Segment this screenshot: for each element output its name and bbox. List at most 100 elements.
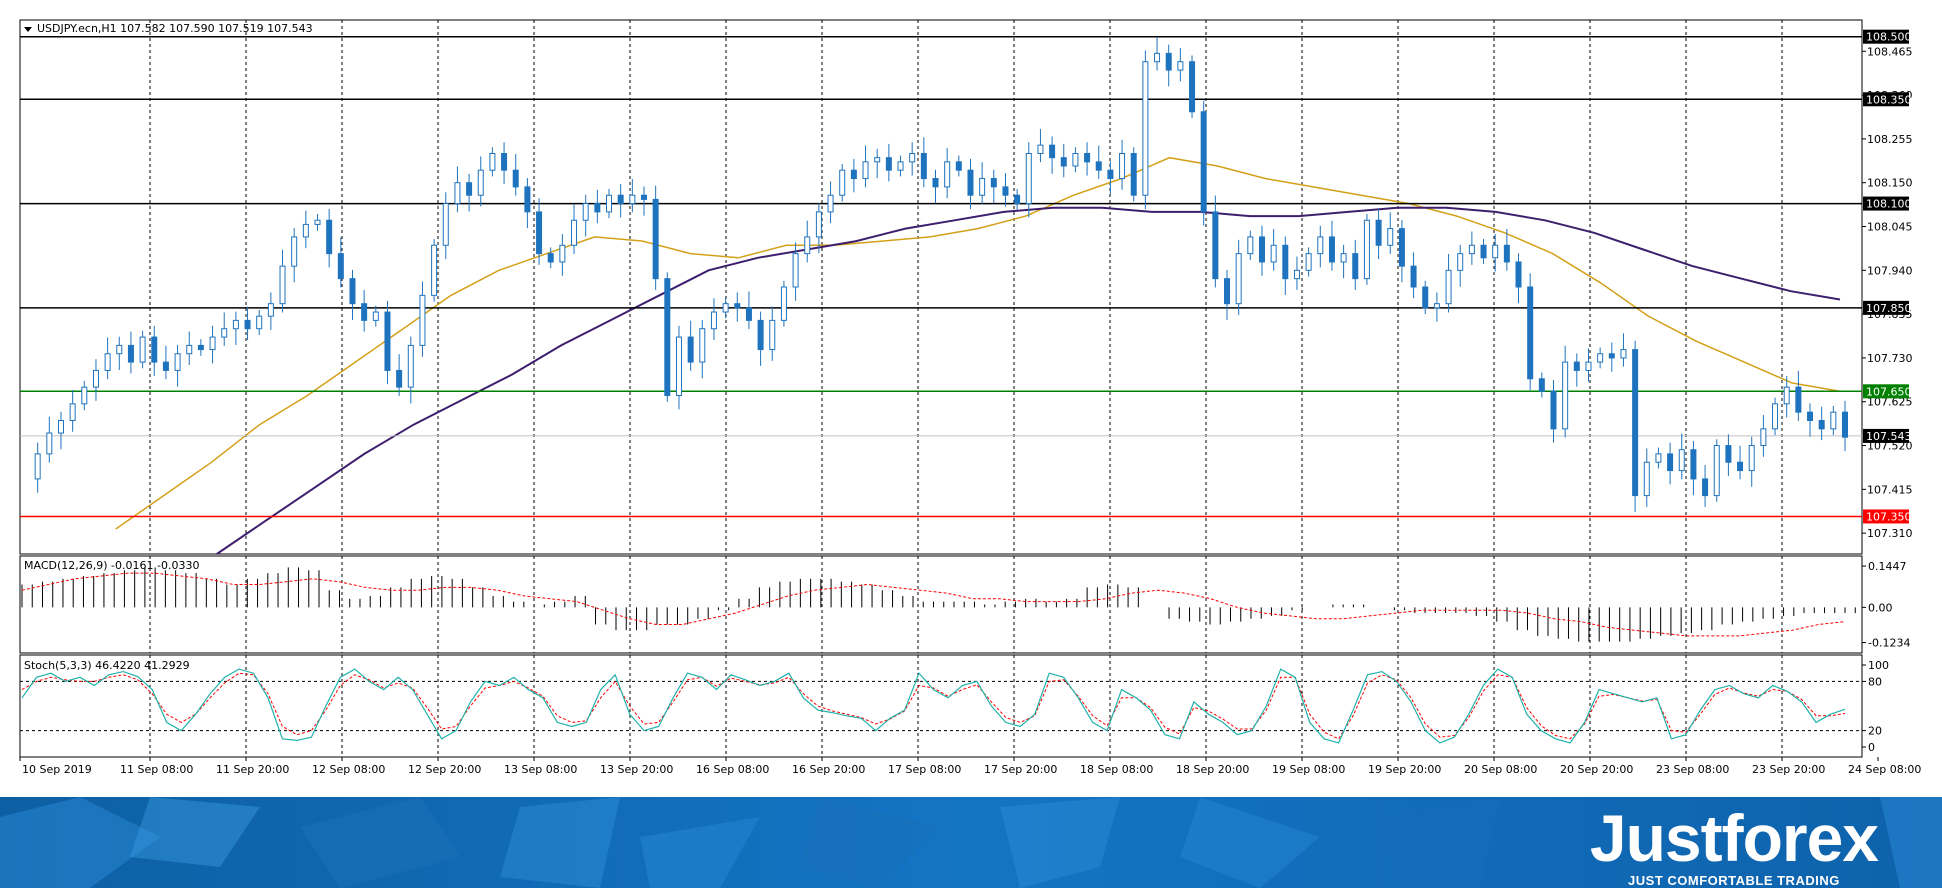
time-label: 18 Sep 20:00 [1176, 763, 1249, 776]
candle-body [1340, 253, 1347, 263]
candle-body [1597, 353, 1604, 363]
candle-body [1154, 52, 1161, 63]
stoch-label: Stoch(5,3,3) 46.4220 41.2929 [24, 659, 190, 672]
level-label: 108.350 [1866, 93, 1912, 106]
candle-body [1515, 261, 1522, 288]
candle-body [722, 303, 729, 313]
candle-body [1433, 303, 1440, 309]
macd-tick-label: 0.1447 [1868, 560, 1907, 573]
dropdown-triangle-icon[interactable] [24, 27, 32, 32]
symbol-header: USDJPY.ecn,H1 107.582 107.590 107.519 10… [24, 22, 313, 35]
price-tick-label: 108.255 [1867, 133, 1913, 146]
candle-body [862, 161, 869, 180]
level-label: 108.500 [1866, 31, 1912, 44]
chart-canvas: 108.465108.360108.255108.150108.045107.9… [19, 19, 1922, 776]
candle-body [279, 265, 286, 305]
candle-body [1212, 211, 1219, 280]
brand-name: Justforex [1589, 801, 1879, 875]
candle-body [151, 336, 158, 363]
candle-body [664, 278, 671, 396]
candle-body [197, 344, 204, 351]
candle-body [1049, 144, 1056, 159]
brand-tagline: JUST COMFORTABLE TRADING [1628, 873, 1840, 888]
candle-body [804, 236, 811, 255]
candle-body [1410, 265, 1417, 288]
symbol-info-text: USDJPY.ecn,H1 107.582 107.590 107.519 10… [37, 22, 313, 35]
candle-body [1842, 411, 1848, 438]
candle-body [46, 432, 53, 455]
candle-body [302, 223, 309, 238]
candle-body [1282, 244, 1289, 280]
candle-body [1573, 361, 1580, 371]
candle-body [1760, 428, 1767, 447]
price-tick-label: 108.465 [1867, 45, 1913, 58]
candle-body [162, 361, 169, 371]
candle-body [337, 253, 344, 280]
candlesticks [34, 37, 1848, 512]
candle-body [1037, 144, 1044, 154]
candle-body [326, 219, 333, 255]
candle-body [361, 303, 368, 321]
candle-body [186, 344, 193, 355]
price-pane: 108.465108.360108.255108.150108.045107.9… [19, 19, 1913, 555]
stoch-axis-ticks: 100 80 20 0 [1862, 659, 1889, 754]
time-label: 11 Sep 20:00 [216, 763, 289, 776]
time-label: 12 Sep 20:00 [408, 763, 481, 776]
candle-body [606, 194, 613, 213]
candle-body [1550, 390, 1557, 430]
level-tag [1863, 384, 1909, 399]
candle-body [757, 319, 764, 351]
candle-body [442, 203, 449, 246]
candle-body [454, 182, 461, 205]
candle-body [1002, 186, 1009, 196]
candle-body [979, 178, 986, 196]
stoch-pane: 100 80 20 0 Stoch(5,3,3) 46.4220 41.2929 [19, 654, 1889, 758]
candle-body [617, 194, 624, 205]
price-tick-label: 107.310 [1867, 527, 1913, 540]
time-label: 17 Sep 08:00 [888, 763, 961, 776]
candle-body [407, 344, 414, 388]
time-label: 24 Sep 08:00 [1848, 763, 1921, 776]
candle-body [1025, 153, 1032, 205]
candle-body [874, 157, 881, 163]
candle-body [419, 294, 426, 346]
candle-body [372, 311, 379, 321]
candle-body [1608, 353, 1615, 359]
candle-body [1189, 61, 1196, 113]
candle-body [1328, 236, 1335, 263]
level-label: 108.100 [1866, 198, 1912, 211]
candle-body [256, 315, 263, 330]
candle-body [431, 244, 438, 296]
candle-body [116, 344, 123, 355]
time-label: 19 Sep 08:00 [1272, 763, 1345, 776]
candle-body [1562, 361, 1569, 430]
candle-body [1737, 461, 1744, 472]
stoch-main-line [21, 668, 1846, 744]
candle-body [1748, 445, 1755, 472]
candle-body [990, 178, 997, 188]
candle-body [1445, 269, 1452, 305]
candle-body [139, 336, 146, 363]
level-tag [1863, 300, 1909, 315]
level-label: 107.350 [1866, 510, 1912, 523]
candle-body [1422, 286, 1429, 309]
time-label: 11 Sep 08:00 [120, 763, 193, 776]
candle-body [1503, 244, 1510, 263]
candle-body [1352, 253, 1359, 280]
macd-tick-label: 0.00 [1868, 601, 1893, 614]
time-axis: 10 Sep 2019 11 Sep 08:00 11 Sep 20:00 12 Se… [19, 757, 1921, 776]
footer-banner: Justforex JUST COMFORTABLE TRADING [0, 797, 1942, 888]
level-tag [1863, 196, 1909, 211]
candle-body [710, 311, 717, 330]
candle-body [384, 311, 391, 371]
price-tick-label: 107.415 [1867, 483, 1913, 496]
macd-vertical-gridlines [149, 556, 1783, 653]
time-label: 12 Sep 08:00 [312, 763, 385, 776]
candle-body [687, 336, 694, 363]
level-tag [1863, 29, 1909, 44]
candle-body [221, 328, 228, 338]
candle-body [827, 194, 834, 213]
time-label: 16 Sep 08:00 [696, 763, 769, 776]
candle-body [57, 420, 64, 434]
stoch-tick-label: 100 [1868, 659, 1889, 672]
